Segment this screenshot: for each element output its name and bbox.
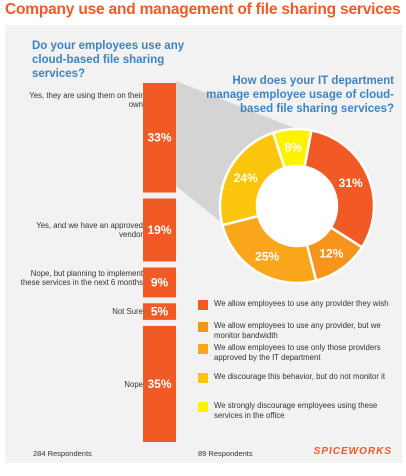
legend-swatch-3 xyxy=(198,344,208,354)
donut-value-label-2: 12% xyxy=(319,246,343,260)
legend-item-3: We allow employees to use only those pro… xyxy=(198,343,398,367)
donut-slice-1 xyxy=(303,128,376,249)
bar-4 xyxy=(143,303,176,320)
donut-slice-3 xyxy=(220,214,318,285)
bar-value-label-4: 5% xyxy=(151,305,169,319)
spiceworks-logo: SPICEWORKS xyxy=(313,446,392,457)
donut-value-label-1: 31% xyxy=(339,176,363,190)
bar-category-label-3: Nope, but planning to implement these se… xyxy=(20,268,143,287)
donut-value-label-3: 25% xyxy=(255,249,279,263)
donut-value-label-4: 24% xyxy=(234,171,258,185)
legend-swatch-5 xyxy=(198,402,208,412)
bar-5 xyxy=(143,325,176,442)
bar-category-label-5: Nope xyxy=(124,379,143,389)
donut-hole xyxy=(258,167,336,245)
bar-chart-question: Do your employees use any cloud-based fi… xyxy=(32,40,185,80)
bar-2 xyxy=(143,198,176,262)
bar-category-label-4: Not Sure xyxy=(112,307,143,317)
legend-label-3: We allow employees to use only those pro… xyxy=(214,343,381,362)
bar-value-label-5: 35% xyxy=(147,377,171,391)
bar-value-label-1: 33% xyxy=(147,131,171,145)
legend-label-5: We strongly discourage employees using t… xyxy=(214,401,378,420)
footer-middle-respondents: 89 Respondents xyxy=(198,449,253,458)
legend-label-2: We allow employees to use any provider, … xyxy=(214,321,381,340)
legend-swatch-1 xyxy=(198,300,208,310)
legend-item-5: We strongly discourage employees using t… xyxy=(198,401,398,425)
page-title: Company use and management of file shari… xyxy=(5,1,401,18)
donut-chart-question: How does your IT department manage emplo… xyxy=(206,75,394,115)
bar-value-label-2: 19% xyxy=(147,223,171,237)
legend-item-4: We discourage this behavior, but do not … xyxy=(198,372,398,396)
bar-1 xyxy=(143,83,176,193)
bar-value-label-3: 9% xyxy=(151,275,169,289)
legend-swatch-2 xyxy=(198,322,208,332)
bar-category-label-2: Yes, and we have an approved vendor xyxy=(36,221,143,239)
legend-swatch-4 xyxy=(198,373,208,383)
legend-label-1: We allow employees to use any provider t… xyxy=(214,299,389,308)
legend-item-1: We allow employees to use any provider t… xyxy=(198,299,398,323)
legend-item-2: We allow employees to use any provider, … xyxy=(198,321,398,345)
bar-category-label-1: Yes, they are using them on their own xyxy=(29,91,143,109)
legend-label-4: We discourage this behavior, but do not … xyxy=(214,372,386,381)
bar-3 xyxy=(143,267,176,298)
donut-value-label-5: 8% xyxy=(285,141,303,155)
footer-left-respondents: 284 Respondents xyxy=(33,449,92,458)
donut-slice-5 xyxy=(271,127,313,170)
